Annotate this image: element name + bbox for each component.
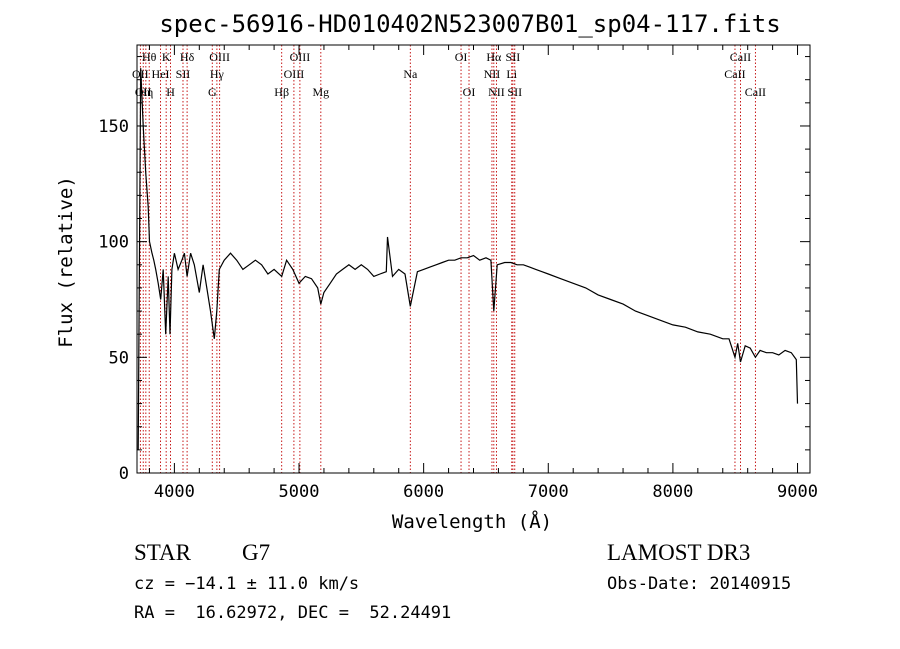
- y-tick-label: 100: [98, 233, 129, 253]
- line-label: CaII: [730, 50, 751, 64]
- line-label: Na: [403, 67, 418, 81]
- y-tick-label: 150: [98, 117, 129, 137]
- line-label: OI: [463, 85, 476, 99]
- line-label: Mg: [312, 85, 329, 99]
- line-label: Li: [506, 67, 517, 81]
- line-label: Hγ: [210, 67, 225, 81]
- y-tick-label: 0: [119, 464, 129, 484]
- plot-frame: [136, 44, 811, 474]
- survey-name: LAMOST DR3: [607, 540, 751, 565]
- line-label: OIII: [290, 50, 311, 64]
- x-tick-label: 5000: [279, 482, 320, 502]
- line-label: Hθ: [142, 50, 157, 64]
- line-labels: OIIOIIHηHθHeIKHSIIHδGHγOIIIHβOIIIOIIIMgN…: [132, 50, 766, 99]
- line-label: CaII: [724, 67, 745, 81]
- line-label: Hβ: [274, 85, 289, 99]
- object-class: STAR: [134, 540, 191, 565]
- coordinates-text: RA = 16.62972, DEC = 52.24491: [134, 603, 452, 623]
- x-axis-label: Wavelength (Å): [392, 510, 552, 533]
- line-label: OIII: [209, 50, 230, 64]
- line-label: OI: [455, 50, 468, 64]
- line-label: H: [166, 85, 175, 99]
- line-label: NII: [488, 85, 505, 99]
- line-label: SII: [506, 50, 521, 64]
- line-label: NII: [484, 67, 501, 81]
- line-markers: [139, 45, 756, 473]
- line-label: CaII: [745, 85, 766, 99]
- chart-title: spec-56916-HD010402N523007B01_sp04-117.f…: [159, 10, 780, 38]
- obs-date: Obs-Date: 20140915: [607, 574, 792, 594]
- line-label: SII: [507, 85, 522, 99]
- line-label: Hα: [486, 50, 502, 64]
- line-label: OIII: [284, 67, 305, 81]
- line-label: Hδ: [180, 50, 195, 64]
- line-label: HeI: [152, 67, 170, 81]
- spectrum-line: [137, 68, 799, 450]
- line-label: K: [162, 50, 171, 64]
- x-tick-label: 8000: [652, 482, 693, 502]
- x-tick-label: 7000: [528, 482, 569, 502]
- redshift-text: cz = −14.1 ± 11.0 km/s: [134, 574, 360, 594]
- x-tick-label: 4000: [154, 482, 195, 502]
- y-axis-label: Flux (relative): [55, 176, 77, 348]
- axis-ticks: 4000 5000 6000 7000 8000 9000 0 50 100 150: [98, 45, 818, 502]
- x-tick-label: 9000: [777, 482, 818, 502]
- spectrum-chart: spec-56916-HD010402N523007B01_sp04-117.f…: [55, 10, 818, 533]
- line-label: SII: [176, 67, 191, 81]
- line-label: G: [208, 85, 217, 99]
- y-tick-label: 50: [109, 348, 129, 368]
- object-subclass: G7: [242, 540, 271, 565]
- line-label: OII: [135, 85, 152, 99]
- x-tick-label: 6000: [403, 482, 444, 502]
